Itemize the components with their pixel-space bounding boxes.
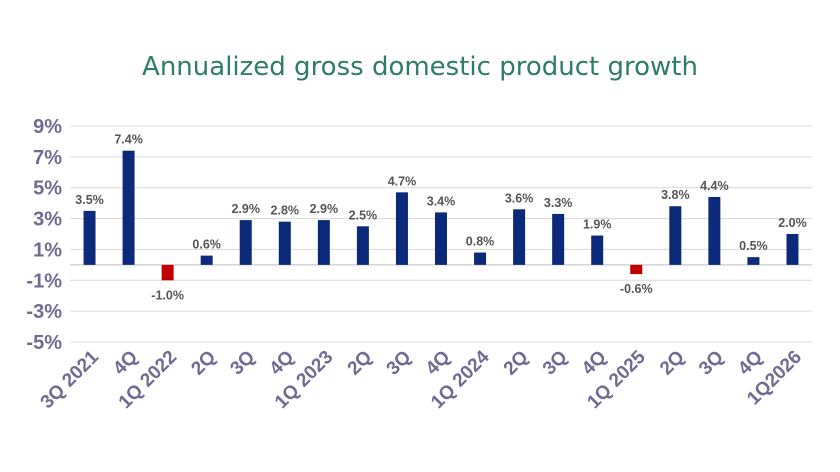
bar	[122, 150, 135, 265]
bar	[161, 264, 174, 281]
bar	[239, 220, 252, 265]
x-tick-label: 3Q 2021	[37, 346, 104, 413]
x-tick-label: 3Q	[539, 347, 572, 380]
y-tick-label: 7%	[33, 147, 62, 169]
data-label: 2.5%	[349, 208, 378, 222]
y-tick-label: 9%	[33, 116, 62, 138]
x-tick-label: 3Q	[383, 347, 416, 380]
data-label: 2.0%	[778, 216, 807, 230]
bar	[552, 213, 565, 265]
y-tick-label: -1%	[26, 270, 62, 292]
x-tick-label: 3Q	[695, 347, 728, 380]
data-label: 3.5%	[75, 193, 104, 207]
data-labels: 3.5% 7.4% -1.0% 0.6% 2.9% 2.8% 2.9% 2.5% 4.7% 3.4…	[75, 133, 806, 303]
bar	[83, 210, 96, 265]
data-label: 2.9%	[231, 202, 260, 216]
bar	[630, 264, 643, 275]
data-label: 2.8%	[271, 204, 300, 218]
bar	[278, 221, 291, 265]
y-axis-ticks: 9% 7% 5% 3% 1% -1% -3% -5%	[26, 116, 62, 354]
x-tick-label: 3Q	[226, 347, 259, 380]
x-tick-label: 2Q	[500, 347, 533, 380]
bar	[708, 196, 721, 265]
data-label: 3.4%	[427, 194, 456, 208]
gridlines	[70, 125, 812, 343]
data-label: 0.5%	[739, 239, 768, 253]
data-label: 4.4%	[700, 179, 729, 193]
y-tick-label: 3%	[33, 209, 62, 231]
data-label: 0.8%	[466, 235, 495, 249]
data-label: -1.0%	[151, 288, 184, 302]
bar	[474, 252, 487, 265]
bar	[200, 255, 213, 265]
y-tick-label: 1%	[33, 239, 62, 261]
x-tick-label: 2Q	[187, 347, 220, 380]
data-label: 4.7%	[388, 174, 417, 188]
x-tick-label: 2Q	[344, 347, 377, 380]
data-label: 1.9%	[583, 218, 612, 232]
chart-title: Annualized gross domestic product growth	[142, 52, 698, 82]
bar	[747, 257, 760, 265]
bar	[395, 192, 408, 265]
bar	[591, 235, 604, 265]
x-tick-label: 2Q	[656, 347, 689, 380]
y-tick-label: 5%	[33, 178, 62, 200]
bar	[435, 212, 447, 265]
y-tick-label: -3%	[26, 301, 62, 323]
data-label: -0.6%	[620, 282, 653, 296]
data-label: 3.6%	[505, 191, 534, 205]
bar	[513, 209, 526, 265]
data-label: 2.9%	[310, 202, 339, 216]
data-label: 0.6%	[192, 238, 221, 252]
data-label: 7.4%	[114, 133, 143, 147]
bar	[786, 234, 799, 265]
y-tick-label: -5%	[26, 332, 62, 354]
bar	[356, 226, 369, 265]
bars	[83, 150, 799, 281]
bar	[669, 206, 682, 265]
bar	[317, 220, 330, 265]
data-label: 3.3%	[544, 196, 573, 210]
data-label: 3.8%	[661, 188, 690, 202]
